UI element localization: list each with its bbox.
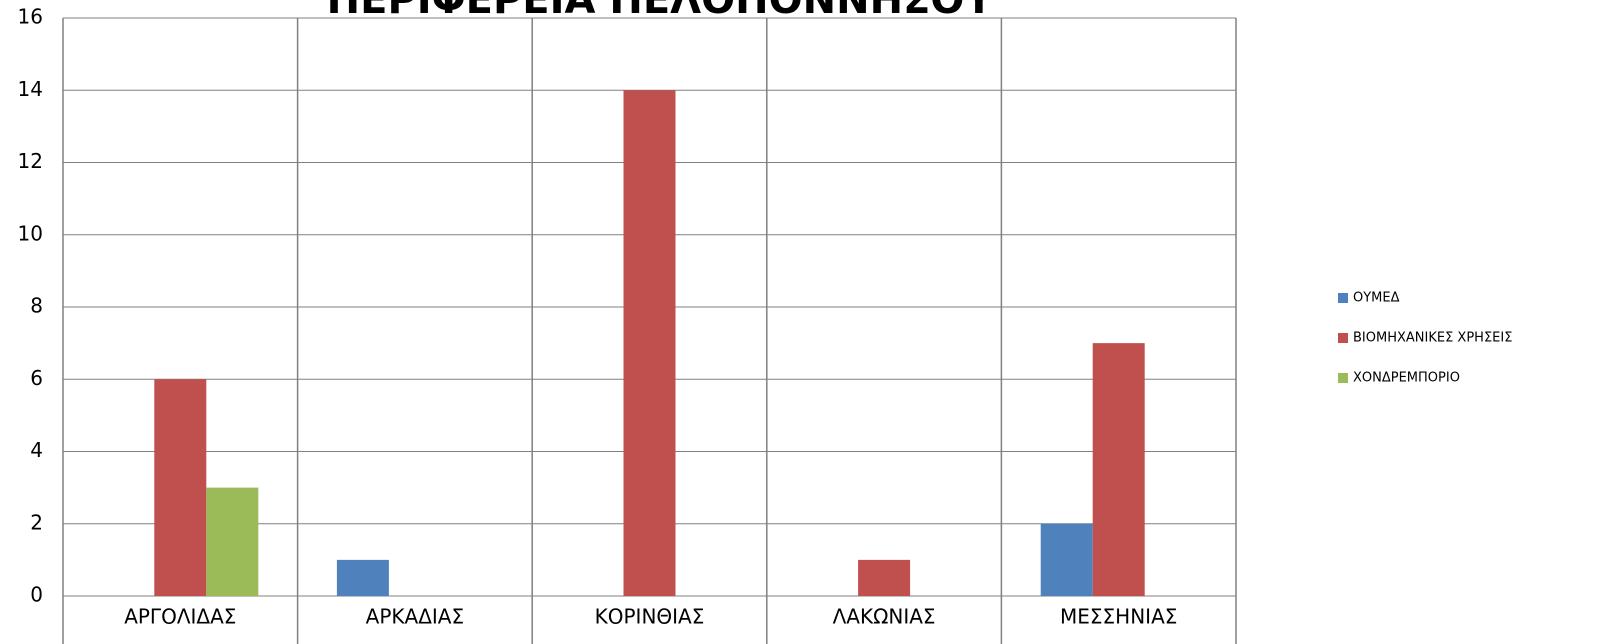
y-tick-label: 4 [30, 438, 43, 462]
legend-swatch [1338, 373, 1348, 383]
legend-label: ΧΟΝΔΡΕΜΠΟΡΙΟ [1353, 371, 1460, 386]
legend-swatch [1338, 333, 1348, 343]
y-tick-label: 0 [30, 583, 43, 607]
legend-swatch [1338, 293, 1348, 303]
y-tick-label: 16 [18, 5, 43, 29]
legend-label: ΟΥΜΕΔ [1353, 291, 1400, 306]
x-tick-label: ΛΑΚΩΝΙΑΣ [833, 605, 936, 629]
y-tick-label: 2 [30, 510, 43, 534]
y-tick-label: 6 [30, 366, 43, 390]
y-tick-label: 8 [30, 294, 43, 318]
x-tick-label: ΚΟΡΙΝΘΙΑΣ [595, 605, 705, 629]
x-tick-label: ΑΡΓΟΛΙΔΑΣ [124, 605, 236, 629]
bar [858, 559, 911, 596]
y-tick-label: 14 [18, 77, 43, 101]
bar [154, 379, 207, 596]
y-tick-label: 10 [18, 221, 43, 245]
bar [1040, 523, 1093, 596]
bar [206, 487, 259, 596]
chart-title: ΠΕΡΙΦΕΡΕΙΑ ΠΕΛΟΠΟΝΝΗΣΟΥ [327, 0, 995, 23]
x-tick-label: ΜΕΣΣΗΝΙΑΣ [1060, 605, 1177, 629]
bar [336, 559, 389, 596]
y-tick-label: 12 [18, 149, 43, 173]
bar [623, 90, 676, 596]
bar [1092, 343, 1145, 596]
legend-label: ΒΙΟΜΗΧΑΝΙΚΕΣ ΧΡΗΣΕΙΣ [1353, 331, 1512, 346]
x-tick-label: ΑΡΚΑΔΙΑΣ [366, 605, 464, 629]
